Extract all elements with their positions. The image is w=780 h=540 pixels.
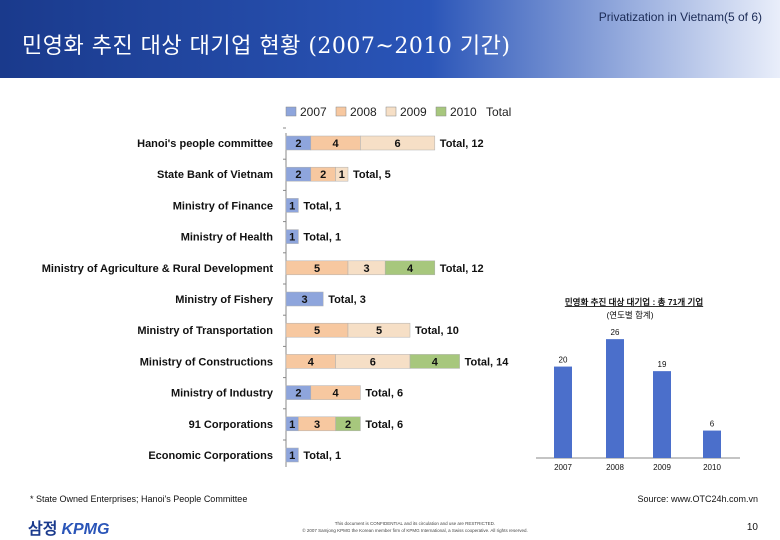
legend-label-2009: 2009 — [400, 105, 427, 119]
bar-segment-2007 — [285, 229, 299, 244]
bar-total-label: Total, 12 — [440, 138, 484, 150]
bar-total-label: Total, 6 — [365, 419, 403, 431]
bar-total-label: Total, 6 — [365, 388, 403, 400]
mini-bar-category: 2009 — [653, 463, 671, 472]
bar-segment-2007 — [285, 198, 299, 213]
bar-segment-2009 — [347, 322, 411, 338]
bar-total-label: Total, 10 — [415, 325, 459, 337]
category-label: Economic Corporations — [148, 450, 273, 462]
mini-bar-value: 20 — [559, 356, 568, 365]
category-label: Ministry of Industry — [171, 388, 274, 400]
mini-bar-2010 — [703, 430, 721, 458]
bar-value-label: 1 — [289, 450, 295, 462]
bar-total-label: Total, 1 — [303, 200, 341, 212]
mini-chart-title: 민영화 추진 대상 대기업 : 총 71개 기업 — [565, 297, 703, 307]
bar-value-label: 3 — [364, 263, 370, 275]
bar-total-label: Total, 14 — [465, 356, 510, 368]
bar-total-label: Total, 3 — [328, 294, 366, 306]
bar-total-label: Total, 1 — [303, 450, 341, 462]
bar-value-label: 2 — [320, 169, 326, 181]
logo: 삼정 KPMG — [28, 515, 109, 539]
mini-chart-subtitle: (연도별 합계) — [606, 310, 653, 320]
legend-swatch-2010 — [435, 106, 447, 117]
category-label: Ministry of Health — [181, 232, 274, 244]
legend-label-2008: 2008 — [350, 105, 377, 119]
legend-label-2007: 2007 — [300, 105, 327, 119]
bar-value-label: 6 — [370, 356, 376, 368]
mini-bar-value: 26 — [611, 328, 620, 337]
bar-value-label: 2 — [345, 419, 351, 431]
category-label: State Bank of Vietnam — [157, 169, 273, 181]
bar-value-label: 2 — [295, 138, 301, 150]
bar-value-label: 5 — [314, 325, 320, 337]
mini-bar-category: 2007 — [554, 463, 572, 472]
legend-swatch-2008 — [335, 106, 347, 117]
bar-value-label: 1 — [339, 169, 345, 181]
category-label: Hanoi's people committee — [137, 138, 273, 150]
bar-total-label: Total, 12 — [440, 263, 484, 275]
bar-value-label: 3 — [302, 294, 308, 306]
bar-total-label: Total, 1 — [303, 232, 341, 244]
logo-brand: KPMG — [61, 521, 110, 538]
source-note: Source: www.OTC24h.com.vn — [637, 494, 758, 504]
bar-value-label: 5 — [376, 325, 382, 337]
bar-segment-2009 — [335, 166, 349, 182]
mini-bar-category: 2008 — [606, 463, 624, 472]
legend-swatch-2007 — [285, 106, 297, 117]
mini-bar-value: 19 — [658, 360, 667, 369]
bar-value-label: 6 — [395, 138, 401, 150]
bar-value-label: 1 — [289, 419, 295, 431]
bar-value-label: 2 — [295, 388, 301, 400]
bar-total-label: Total, 5 — [353, 169, 391, 181]
category-label: Ministry of Constructions — [140, 356, 273, 368]
bar-value-label: 4 — [333, 388, 340, 400]
mini-bar-2007 — [554, 366, 572, 458]
bar-value-label: 4 — [308, 356, 315, 368]
legend-swatch-2009 — [385, 106, 397, 117]
footnote: * State Owned Enterprises; Hanoi's Peopl… — [30, 494, 248, 504]
bar-value-label: 4 — [333, 138, 340, 150]
bar-segment-2010 — [384, 260, 436, 276]
category-label: Ministry of Transportation — [137, 325, 273, 337]
bar-value-label: 1 — [289, 232, 295, 244]
bar-segment-2010 — [335, 416, 361, 432]
category-label: Ministry of Fishery — [175, 294, 274, 306]
bar-segment-2007 — [285, 447, 299, 463]
mini-bar-category: 2010 — [703, 463, 721, 472]
bar-value-label: 1 — [289, 200, 295, 212]
page-subtitle: Privatization in Vietnam(5 of 6) — [598, 10, 762, 24]
bar-value-label: 5 — [314, 263, 320, 275]
mini-bar-2009 — [653, 371, 671, 458]
category-label: 91 Corporations — [189, 419, 273, 431]
bar-segment-2007 — [285, 291, 324, 307]
legend-label-total: Total — [486, 105, 511, 119]
mini-bar-value: 6 — [710, 420, 715, 429]
mini-bar-2008 — [606, 339, 624, 458]
confidential-line-1: This document is CONFIDENTIAL and its ci… — [334, 521, 496, 526]
confidential-notice: This document is CONFIDENTIAL and its ci… — [250, 520, 580, 534]
page-title: 민영화 추진 대상 대기업 현황 (2007~2010 기간) — [22, 34, 511, 59]
bar-segment-2010 — [409, 354, 460, 369]
bar-segment-2008 — [310, 385, 361, 400]
legend-label-2010: 2010 — [450, 105, 477, 119]
bar-segment-2009 — [360, 135, 436, 151]
category-label: Ministry of Agriculture & Rural Developm… — [42, 263, 274, 275]
page-number: 10 — [746, 522, 758, 533]
header-banner: 민영화 추진 대상 대기업 현황 (2007~2010 기간) Privatiz… — [0, 0, 780, 78]
logo-korean: 삼정 — [28, 521, 58, 538]
category-label: Ministry of Finance — [173, 200, 273, 212]
bar-value-label: 4 — [432, 356, 439, 368]
bar-value-label: 3 — [314, 419, 320, 431]
bar-value-label: 2 — [295, 169, 301, 181]
bar-value-label: 4 — [407, 263, 414, 275]
confidential-line-2: © 2007 Samjong KPMG the Korean member fi… — [302, 528, 528, 533]
